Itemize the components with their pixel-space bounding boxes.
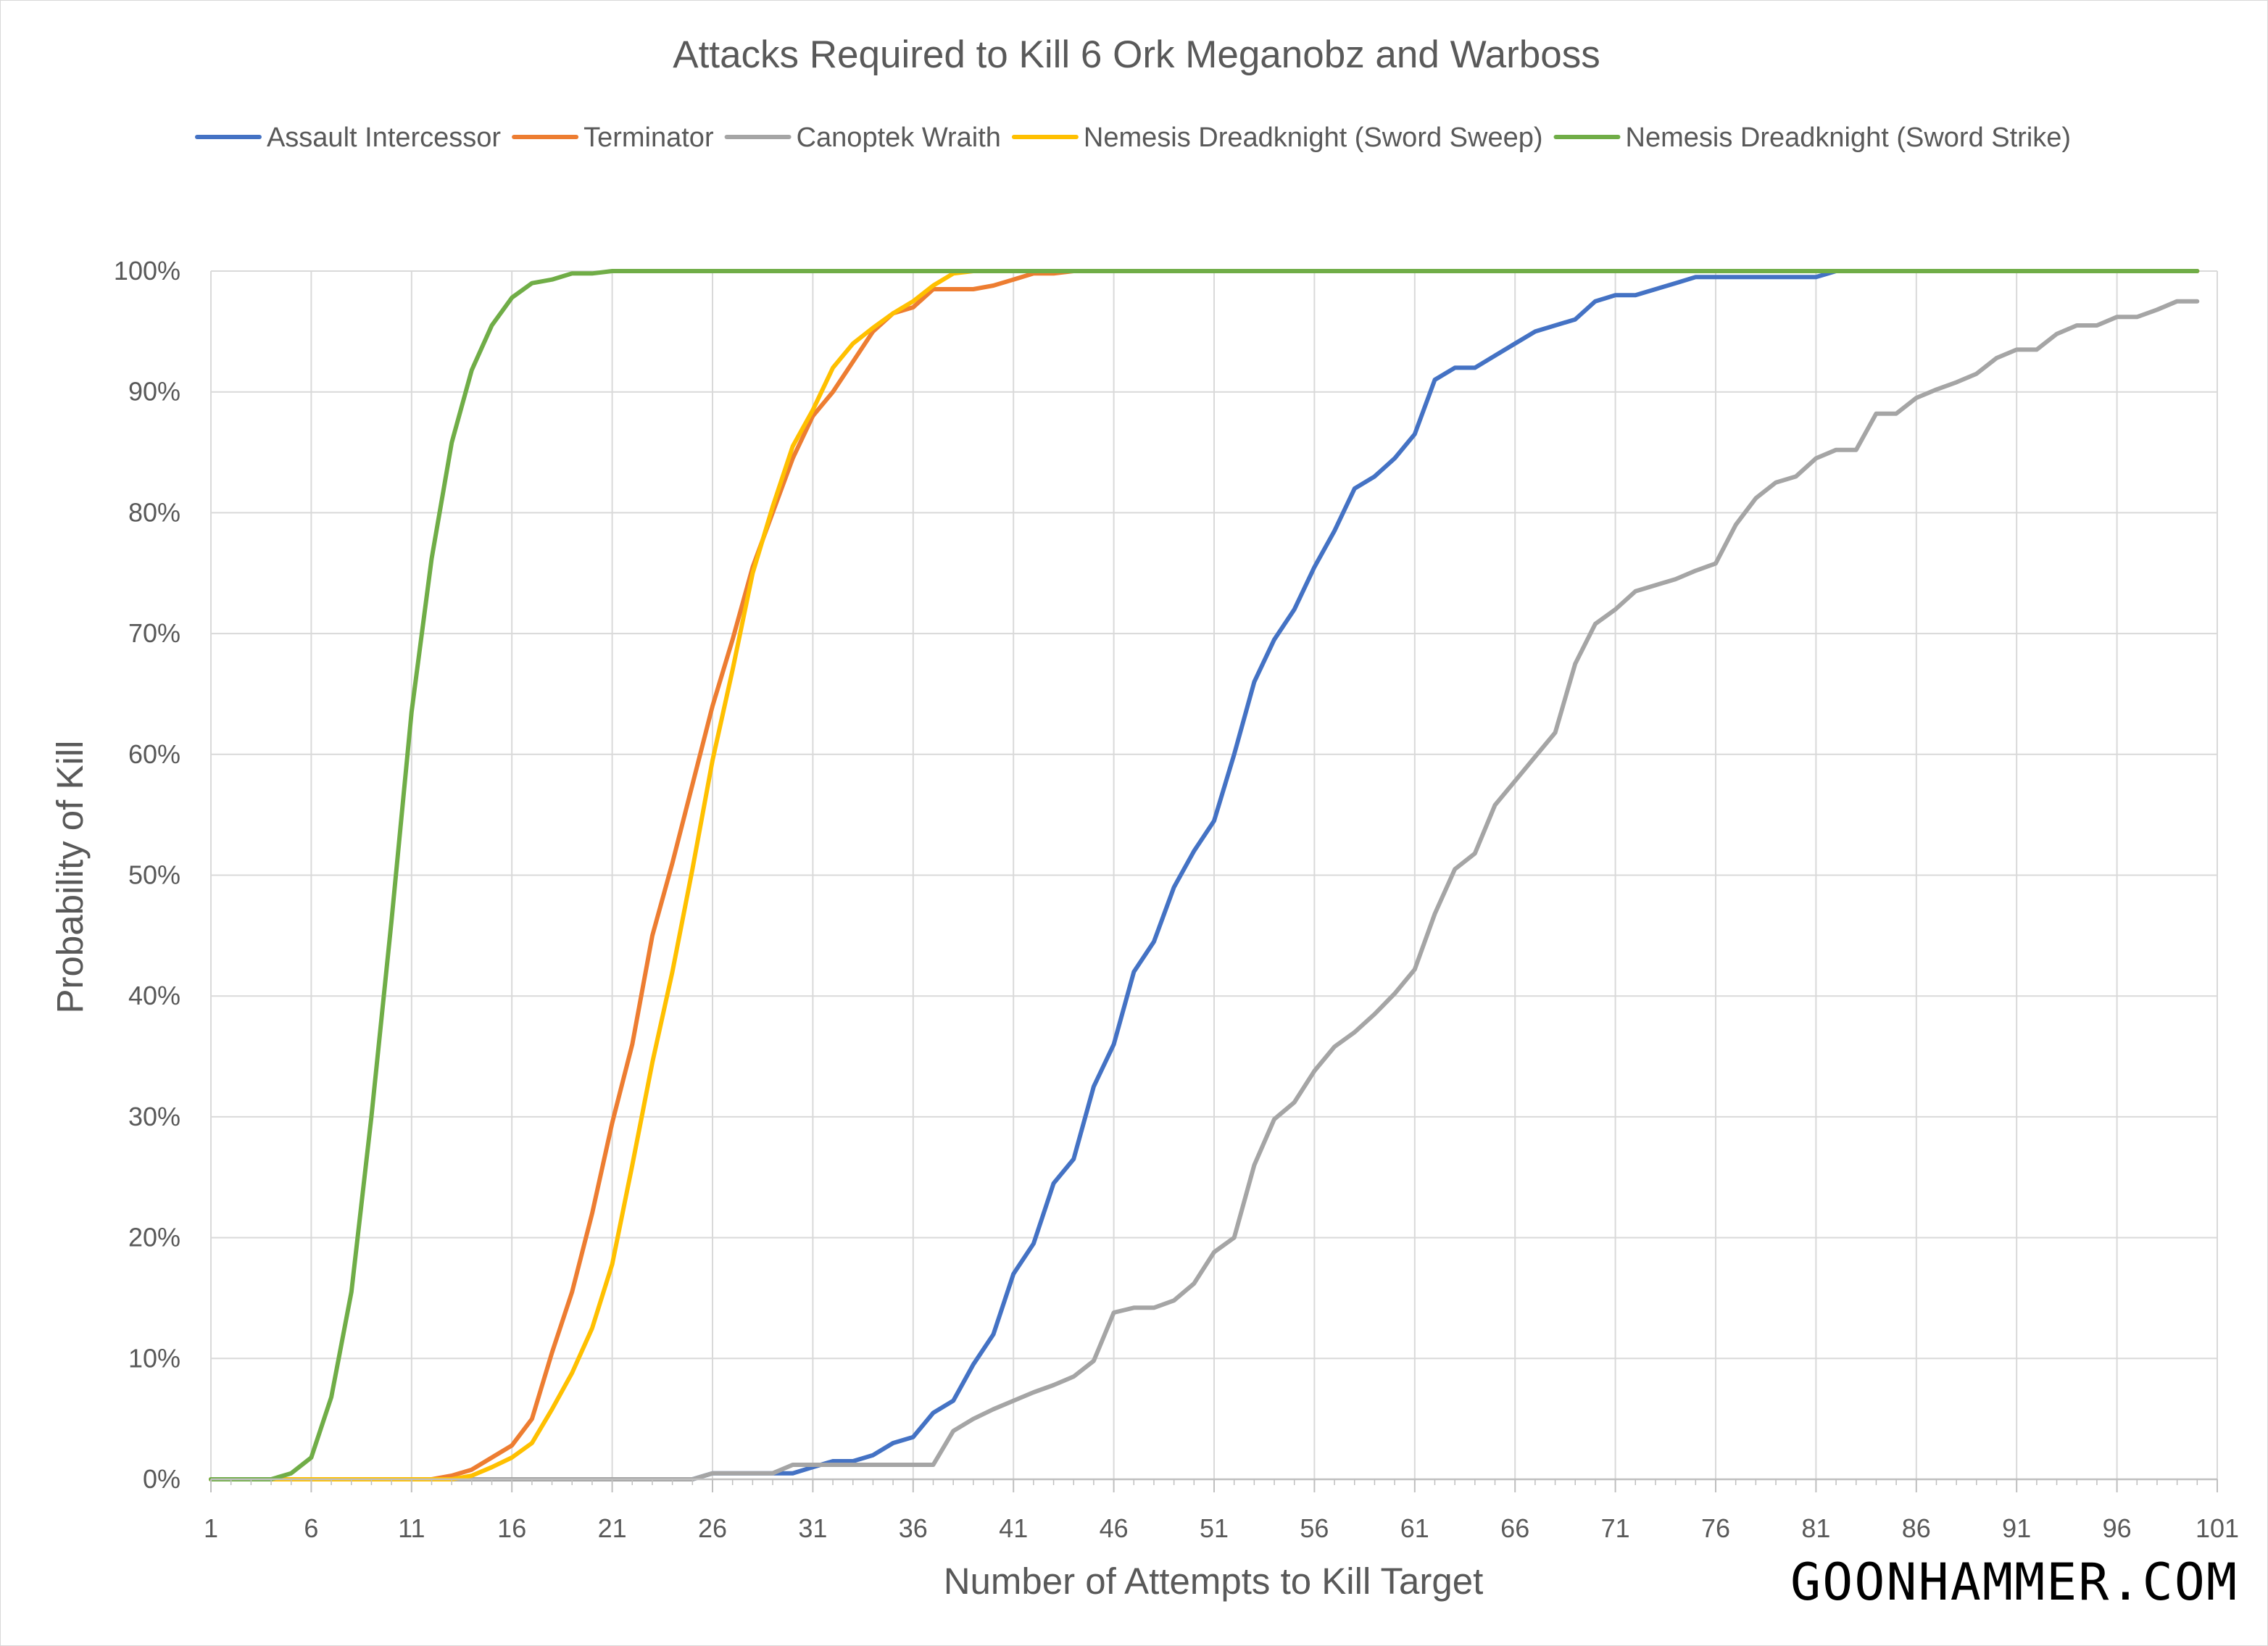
x-tick-label: 76: [1701, 1513, 1730, 1543]
legend: Assault Intercessor Terminator Canoptek Wr…: [194, 122, 2072, 153]
y-tick-label: 60%: [128, 739, 180, 769]
x-tick-label: 26: [698, 1513, 727, 1543]
x-tick-label: 51: [1200, 1513, 1229, 1543]
y-tick-label: 20%: [128, 1223, 180, 1252]
y-tick-label: 100%: [114, 256, 180, 286]
x-tick-label: 96: [2103, 1513, 2132, 1543]
series-line-nemesis-dreadknight-sword-sweep: [209, 269, 2200, 1481]
x-tick-label: 21: [598, 1513, 627, 1543]
y-tick-label: 80%: [128, 497, 180, 527]
y-tick-label: 90%: [128, 377, 180, 407]
legend-label-terminator: Terminator: [583, 122, 714, 153]
series-layer: [209, 269, 2200, 1481]
y-tick-label: 50%: [128, 860, 180, 890]
x-tick-label: 41: [999, 1513, 1028, 1543]
legend-label-nemesis-dreadknight-sword-strike: Nemesis Dreadknight (Sword Strike): [1626, 122, 2072, 153]
x-tick-label: 46: [1100, 1513, 1129, 1543]
legend-label-canoptek-wraith: Canoptek Wraith: [797, 122, 1001, 153]
series-line-nemesis-dreadknight-sword-strike: [209, 269, 2200, 1481]
x-tick-label: 16: [497, 1513, 526, 1543]
series-line-terminator: [209, 269, 2200, 1481]
y-tick-label: 30%: [128, 1102, 180, 1131]
axes: 0%10%20%30%40%50%60%70%80%90%100%1 6 11 16 2…: [114, 256, 2239, 1543]
goonhammer-watermark: GOONHAMMER.COM: [1790, 1553, 2238, 1612]
x-tick-label: 1: [204, 1513, 218, 1543]
x-tick-label: 86: [1902, 1513, 1931, 1543]
x-tick-label: 91: [2002, 1513, 2031, 1543]
legend-label-assault-intercessor: Assault Intercessor: [267, 122, 501, 153]
y-tick-label: 0%: [143, 1464, 180, 1494]
series-line-assault-intercessor: [209, 269, 2200, 1481]
x-tick-label: 101: [2196, 1513, 2239, 1543]
y-axis-title: Probability of Kill: [49, 741, 91, 1014]
legend-label-nemesis-dreadknight-sword-sweep: Nemesis Dreadknight (Sword Sweep): [1084, 122, 1543, 153]
x-tick-label: 31: [798, 1513, 827, 1543]
x-tick-label: 66: [1500, 1513, 1529, 1543]
y-tick-label: 70%: [128, 618, 180, 648]
grid: [210, 270, 2218, 1480]
chart-title: Attacks Required to Kill 6 Ork Meganobz …: [673, 33, 1600, 76]
x-tick-label: 6: [304, 1513, 318, 1543]
y-tick-label: 10%: [128, 1343, 180, 1373]
x-tick-label: 71: [1601, 1513, 1630, 1543]
y-tick-label: 40%: [128, 981, 180, 1010]
series-line-canoptek-wraith: [209, 299, 2200, 1481]
x-axis-title: Number of Attempts to Kill Target: [944, 1560, 1484, 1602]
x-tick-label: 81: [1801, 1513, 1830, 1543]
x-tick-label: 36: [899, 1513, 928, 1543]
x-tick-label: 56: [1300, 1513, 1329, 1543]
x-tick-label: 61: [1400, 1513, 1429, 1543]
x-tick-label: 11: [398, 1513, 425, 1543]
